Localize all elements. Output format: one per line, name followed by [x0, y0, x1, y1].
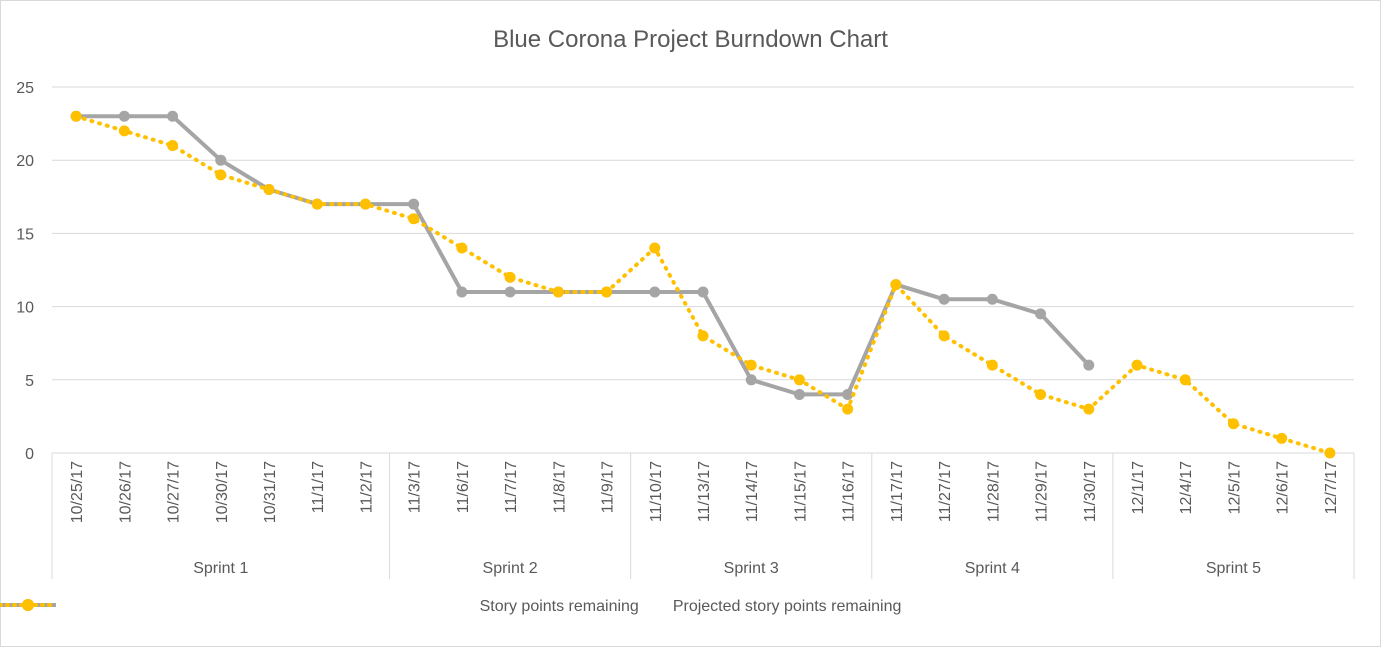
data-point-story-points	[745, 374, 757, 386]
x-tick-label: 12/4/17	[1178, 461, 1195, 514]
data-point-story-points	[1035, 308, 1047, 320]
data-point-projected	[70, 110, 82, 122]
y-tick-label-10: 10	[16, 300, 34, 317]
x-tick-label: 11/28/17	[985, 461, 1002, 522]
x-tick-label: 10/30/17	[214, 461, 231, 523]
legend-label-story-points: Story points remaining	[479, 598, 639, 615]
data-point-projected	[793, 374, 805, 386]
x-tick-label: 11/1/17	[310, 461, 327, 513]
x-tick-label: 12/1/17	[1130, 461, 1147, 514]
x-tick-label: 11/16/17	[841, 461, 858, 522]
data-point-story-points	[215, 154, 227, 166]
data-point-story-points	[504, 286, 516, 298]
legend-swatch-gold	[0, 599, 56, 611]
data-point-projected	[311, 198, 323, 210]
y-tick-label-20: 20	[16, 153, 34, 170]
x-tick-label: 10/26/17	[117, 461, 134, 523]
data-point-projected	[504, 271, 516, 283]
x-tick-label: 11/6/17	[455, 461, 472, 513]
data-point-projected	[1324, 447, 1336, 459]
x-tick-label: 11/8/17	[551, 461, 568, 513]
x-tick-label: 10/31/17	[262, 461, 279, 523]
x-tick-label: 10/25/17	[69, 461, 86, 523]
group-label-sprint-1: Sprint 1	[193, 560, 248, 577]
x-tick-label: 11/30/17	[1082, 461, 1099, 522]
data-point-projected	[1227, 418, 1239, 430]
data-point-story-points	[938, 293, 950, 305]
x-tick-label: 10/27/17	[166, 461, 183, 523]
data-point-projected	[118, 125, 130, 137]
data-point-story-points	[456, 286, 468, 298]
data-point-projected	[601, 286, 613, 298]
y-tick-label-25: 25	[16, 80, 34, 97]
data-point-story-points	[408, 198, 420, 210]
data-point-projected	[697, 330, 709, 342]
data-point-projected	[1083, 403, 1095, 415]
group-label-sprint-5: Sprint 5	[1206, 560, 1261, 577]
x-tick-label: 11/2/17	[358, 461, 375, 513]
x-tick-label: 11/10/17	[648, 461, 665, 522]
x-tick-label: 11/27/17	[937, 461, 954, 522]
data-point-story-points	[986, 293, 998, 305]
x-tick-label: 12/5/17	[1226, 461, 1243, 514]
legend-label-projected: Projected story points remaining	[672, 598, 902, 615]
data-point-story-points	[842, 388, 854, 400]
y-tick-label-15: 15	[16, 226, 34, 243]
data-point-projected	[408, 213, 420, 225]
chart-title: Blue Corona Project Burndown Chart	[493, 26, 888, 53]
y-tick-label-5: 5	[25, 373, 34, 390]
data-point-projected	[1131, 359, 1143, 371]
x-tick-label: 11/7/17	[503, 461, 520, 513]
legend: Story points remaining Projected story p…	[0, 598, 1381, 616]
x-tick-label: 11/13/17	[696, 461, 713, 522]
x-tick-label: 11/29/17	[1034, 461, 1051, 522]
legend-item-projected: Projected story points remaining	[0, 598, 902, 616]
x-tick-label: 11/9/17	[600, 461, 617, 513]
data-point-projected	[745, 359, 757, 371]
data-point-projected	[1179, 374, 1191, 386]
data-point-story-points	[167, 110, 179, 122]
data-point-story-points	[649, 286, 661, 298]
data-point-projected	[167, 140, 179, 152]
data-point-projected	[890, 279, 902, 291]
x-tick-label: 12/7/17	[1323, 461, 1340, 514]
x-tick-label: 12/6/17	[1275, 461, 1292, 514]
data-point-projected	[1035, 388, 1047, 400]
x-tick-label: 11/15/17	[792, 461, 809, 522]
data-point-projected	[456, 242, 468, 254]
data-point-story-points	[793, 388, 805, 400]
data-point-projected	[263, 183, 275, 195]
group-label-sprint-4: Sprint 4	[965, 560, 1020, 577]
legend-item-story-points: Story points remaining	[0, 598, 639, 616]
data-point-story-points	[118, 110, 130, 122]
group-label-sprint-2: Sprint 2	[483, 560, 538, 577]
data-point-projected	[552, 286, 564, 298]
data-point-projected	[842, 403, 854, 415]
x-tick-label: 11/17/17	[889, 461, 906, 522]
group-label-sprint-3: Sprint 3	[724, 560, 779, 577]
series-line-projected	[74, 114, 1332, 455]
data-point-projected	[938, 330, 950, 342]
data-point-projected	[649, 242, 661, 254]
data-point-projected	[986, 359, 998, 371]
x-tick-label: 11/3/17	[407, 461, 424, 513]
data-point-projected	[1276, 432, 1288, 444]
y-tick-label-0: 0	[25, 446, 34, 463]
data-point-story-points	[1083, 359, 1095, 371]
data-point-projected	[359, 198, 371, 210]
x-tick-label: 11/14/17	[744, 461, 761, 522]
series-line-story-points	[76, 114, 1091, 397]
data-point-story-points	[697, 286, 709, 298]
data-point-projected	[215, 169, 227, 181]
